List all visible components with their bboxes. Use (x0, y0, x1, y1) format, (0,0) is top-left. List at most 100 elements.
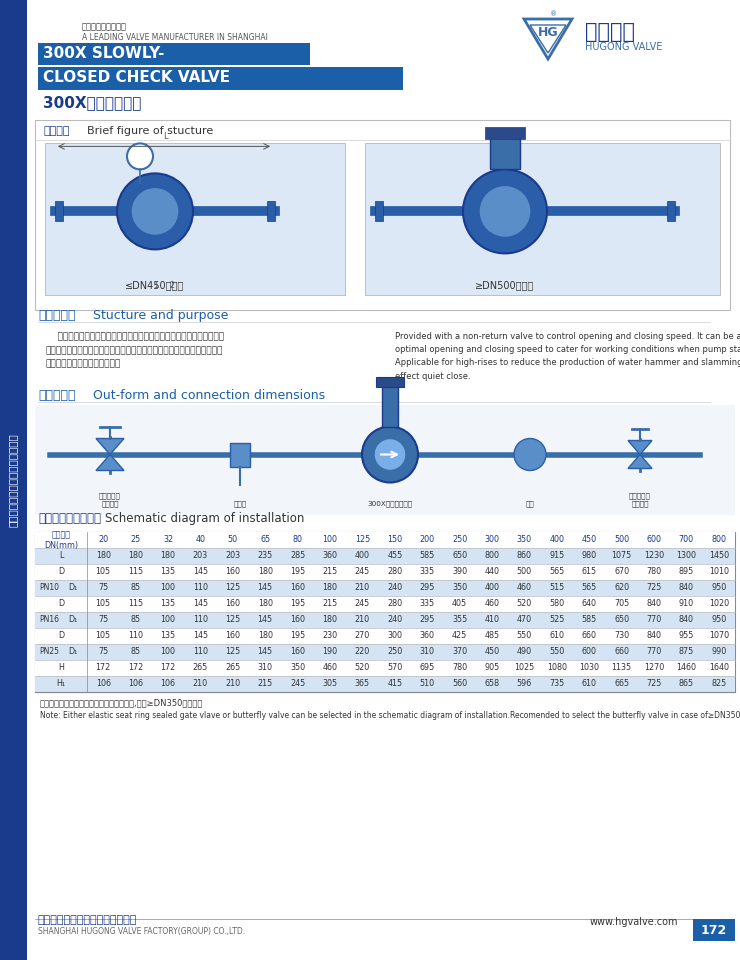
Text: 300X缓闭式逆止阀: 300X缓闭式逆止阀 (43, 95, 141, 110)
Text: L: L (163, 132, 167, 141)
Text: 460: 460 (323, 663, 337, 673)
Bar (693, 919, 735, 941)
Text: 875: 875 (679, 647, 694, 657)
Bar (365, 143, 720, 295)
Text: 910: 910 (679, 599, 694, 609)
Text: 470: 470 (517, 615, 532, 625)
Text: 1020: 1020 (709, 599, 729, 609)
Bar (35, 676, 735, 692)
Text: 145: 145 (193, 567, 208, 577)
Text: 180: 180 (161, 551, 175, 561)
Text: 106: 106 (161, 680, 175, 688)
Text: 335: 335 (420, 567, 435, 577)
Text: 245: 245 (354, 567, 370, 577)
Text: 135: 135 (161, 567, 175, 577)
Text: 800: 800 (711, 536, 726, 544)
Text: 75: 75 (98, 584, 108, 592)
Polygon shape (96, 454, 124, 470)
Text: 100: 100 (323, 536, 337, 544)
Text: 570: 570 (387, 663, 403, 673)
Bar (35, 120, 730, 310)
Text: 550: 550 (517, 632, 532, 640)
Text: L: L (58, 551, 63, 561)
Text: 450: 450 (485, 647, 500, 657)
Text: 300X缓闭式逆止阀: 300X缓闭式逆止阀 (368, 500, 413, 507)
Text: 195: 195 (290, 632, 305, 640)
Text: 400: 400 (485, 584, 500, 592)
Text: 665: 665 (614, 680, 629, 688)
Text: 32: 32 (163, 536, 173, 544)
Text: 85: 85 (130, 584, 141, 592)
Text: 245: 245 (354, 599, 370, 609)
Text: 440: 440 (485, 567, 500, 577)
Circle shape (479, 185, 531, 237)
Text: 1070: 1070 (709, 632, 729, 640)
Circle shape (117, 174, 193, 250)
Text: 585: 585 (420, 551, 435, 561)
Text: 安装示意图: 安装示意图 (38, 389, 75, 402)
Text: Brief figure of stucture: Brief figure of stucture (87, 126, 213, 136)
Text: 360: 360 (420, 632, 434, 640)
Text: 770: 770 (646, 615, 662, 625)
Text: 660: 660 (614, 647, 629, 657)
Text: 585: 585 (582, 615, 597, 625)
Text: 620: 620 (614, 584, 629, 592)
Bar (485, 128, 525, 139)
Text: 弹性座封闸
阀或蝶阀: 弹性座封闸 阀或蝶阀 (629, 492, 651, 507)
Text: 100: 100 (161, 615, 175, 625)
Text: 300: 300 (485, 536, 500, 544)
Text: 250: 250 (452, 536, 467, 544)
Text: 180: 180 (258, 567, 273, 577)
Text: 220: 220 (354, 647, 370, 657)
Text: 来自上海的阀业巨子: 来自上海的阀业巨子 (82, 22, 127, 32)
Text: 390: 390 (452, 567, 467, 577)
Text: 210: 210 (225, 680, 241, 688)
Text: 640: 640 (582, 599, 596, 609)
Text: PN16: PN16 (39, 615, 59, 625)
Polygon shape (96, 439, 124, 454)
Bar (35, 612, 735, 628)
Text: 610: 610 (549, 632, 565, 640)
Text: Note: Either elastic seat ring sealed gate vlave or butterfly valve can be selec: Note: Either elastic seat ring sealed ga… (40, 711, 740, 720)
Text: www.hgvalve.com: www.hgvalve.com (590, 917, 679, 927)
Polygon shape (628, 454, 652, 468)
Text: 615: 615 (582, 567, 596, 577)
Text: 840: 840 (647, 599, 662, 609)
Text: 主要外形及连接尺寸: 主要外形及连接尺寸 (38, 512, 101, 525)
Text: 1270: 1270 (644, 663, 664, 673)
Text: 550: 550 (549, 647, 565, 657)
Text: 840: 840 (679, 584, 694, 592)
Text: 730: 730 (614, 632, 629, 640)
Text: 180: 180 (258, 599, 273, 609)
Bar (375, 202, 383, 222)
Text: CLOSED CHECK VALVE: CLOSED CHECK VALVE (43, 70, 230, 85)
Bar (55, 202, 63, 222)
Text: 172: 172 (128, 663, 144, 673)
Bar (35, 628, 735, 644)
Text: 具有开启和关闭速度调控的逆止阀，于启动或停止抽水机运转时可配合
现场调节至最佳开启和关闭速度，可用于高层建筑、减少水锤及水击现象的
产生，以达到静音关闭的效果。: 具有开启和关闭速度调控的逆止阀，于启动或停止抽水机运转时可配合 现场调节至最佳开… (46, 332, 224, 369)
Text: 105: 105 (95, 599, 111, 609)
Text: 600: 600 (647, 536, 662, 544)
Text: 105: 105 (95, 567, 111, 577)
Text: 110: 110 (193, 584, 208, 592)
Text: 520: 520 (354, 663, 370, 673)
Text: 405: 405 (452, 599, 467, 609)
Text: 沪工阀门: 沪工阀门 (585, 22, 635, 42)
Text: 135: 135 (161, 632, 175, 640)
Text: 915: 915 (549, 551, 565, 561)
Text: 460: 460 (517, 584, 532, 592)
Text: Stucture and purpose: Stucture and purpose (93, 309, 229, 322)
Text: 106: 106 (95, 680, 111, 688)
Text: 490: 490 (517, 647, 532, 657)
Text: 100: 100 (161, 647, 175, 657)
Text: 770: 770 (646, 647, 662, 657)
Text: 215: 215 (323, 567, 337, 577)
Text: 172: 172 (701, 924, 727, 937)
Text: 100: 100 (161, 584, 175, 592)
Text: 125: 125 (354, 536, 370, 544)
Bar (35, 660, 735, 676)
Text: 460: 460 (485, 599, 500, 609)
Text: 1    2: 1 2 (155, 281, 175, 290)
Text: 172: 172 (95, 663, 111, 673)
Text: Out-form and connection dimensions: Out-form and connection dimensions (93, 389, 325, 402)
